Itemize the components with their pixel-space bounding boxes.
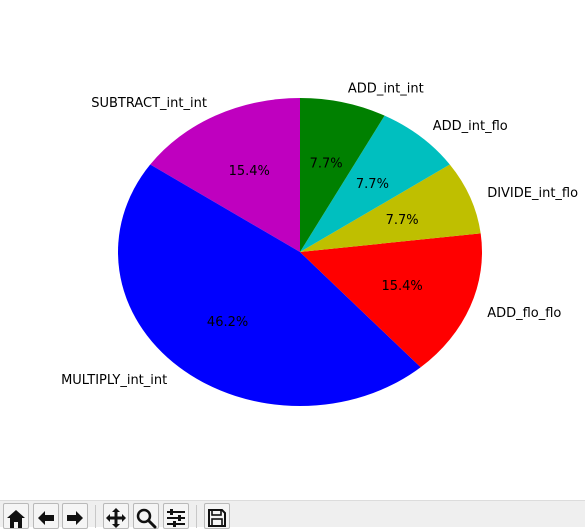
- toolbar-separator: [95, 505, 96, 528]
- back-button[interactable]: [33, 503, 59, 529]
- magnifier-icon: [136, 508, 157, 529]
- slice-category-label: ADD_int_flo: [433, 119, 508, 134]
- toolbar-separator: [196, 505, 197, 528]
- slice-percent-label: 7.7%: [386, 213, 419, 228]
- slice-percent-label: 15.4%: [229, 164, 270, 179]
- arrow-left-icon: [38, 511, 54, 525]
- zoom-button[interactable]: [133, 503, 159, 529]
- slice-category-label: SUBTRACT_int_int: [91, 96, 207, 111]
- floppy-disk-icon: [208, 509, 226, 527]
- pie-labels: 15.4% SUBTRACT_int_int 46.2% MULTIPLY_int_i…: [61, 82, 578, 388]
- slice-category-label: ADD_int_int: [348, 82, 424, 97]
- home-icon: [7, 510, 25, 528]
- save-button[interactable]: [204, 503, 230, 529]
- pie-slice: [300, 233, 482, 368]
- pie-slice: [150, 98, 300, 252]
- sliders-icon: [167, 509, 185, 527]
- slice-percent-label: 7.7%: [356, 177, 389, 192]
- configure-subplots-button[interactable]: [163, 503, 189, 529]
- arrow-right-icon: [67, 511, 83, 525]
- navigation-toolbar: [0, 500, 585, 529]
- pie-slice: [118, 164, 421, 406]
- slice-category-label: ADD_flo_flo: [487, 306, 561, 321]
- slice-category-label: MULTIPLY_int_int: [61, 373, 167, 388]
- slice-category-label: DIVIDE_int_flo: [487, 186, 578, 201]
- pie-slice: [300, 164, 481, 252]
- pie-slices: [118, 98, 482, 406]
- pie-slice: [300, 115, 450, 252]
- pan-button[interactable]: [103, 503, 129, 529]
- slice-percent-label: 7.7%: [310, 156, 343, 171]
- home-button[interactable]: [3, 503, 29, 529]
- pie-slice: [300, 98, 385, 252]
- forward-button[interactable]: [62, 503, 88, 529]
- move-icon: [106, 508, 126, 528]
- slice-percent-label: 15.4%: [381, 279, 422, 294]
- pie-chart: 15.4% SUBTRACT_int_int 46.2% MULTIPLY_int_i…: [61, 82, 578, 406]
- slice-percent-label: 46.2%: [207, 315, 248, 330]
